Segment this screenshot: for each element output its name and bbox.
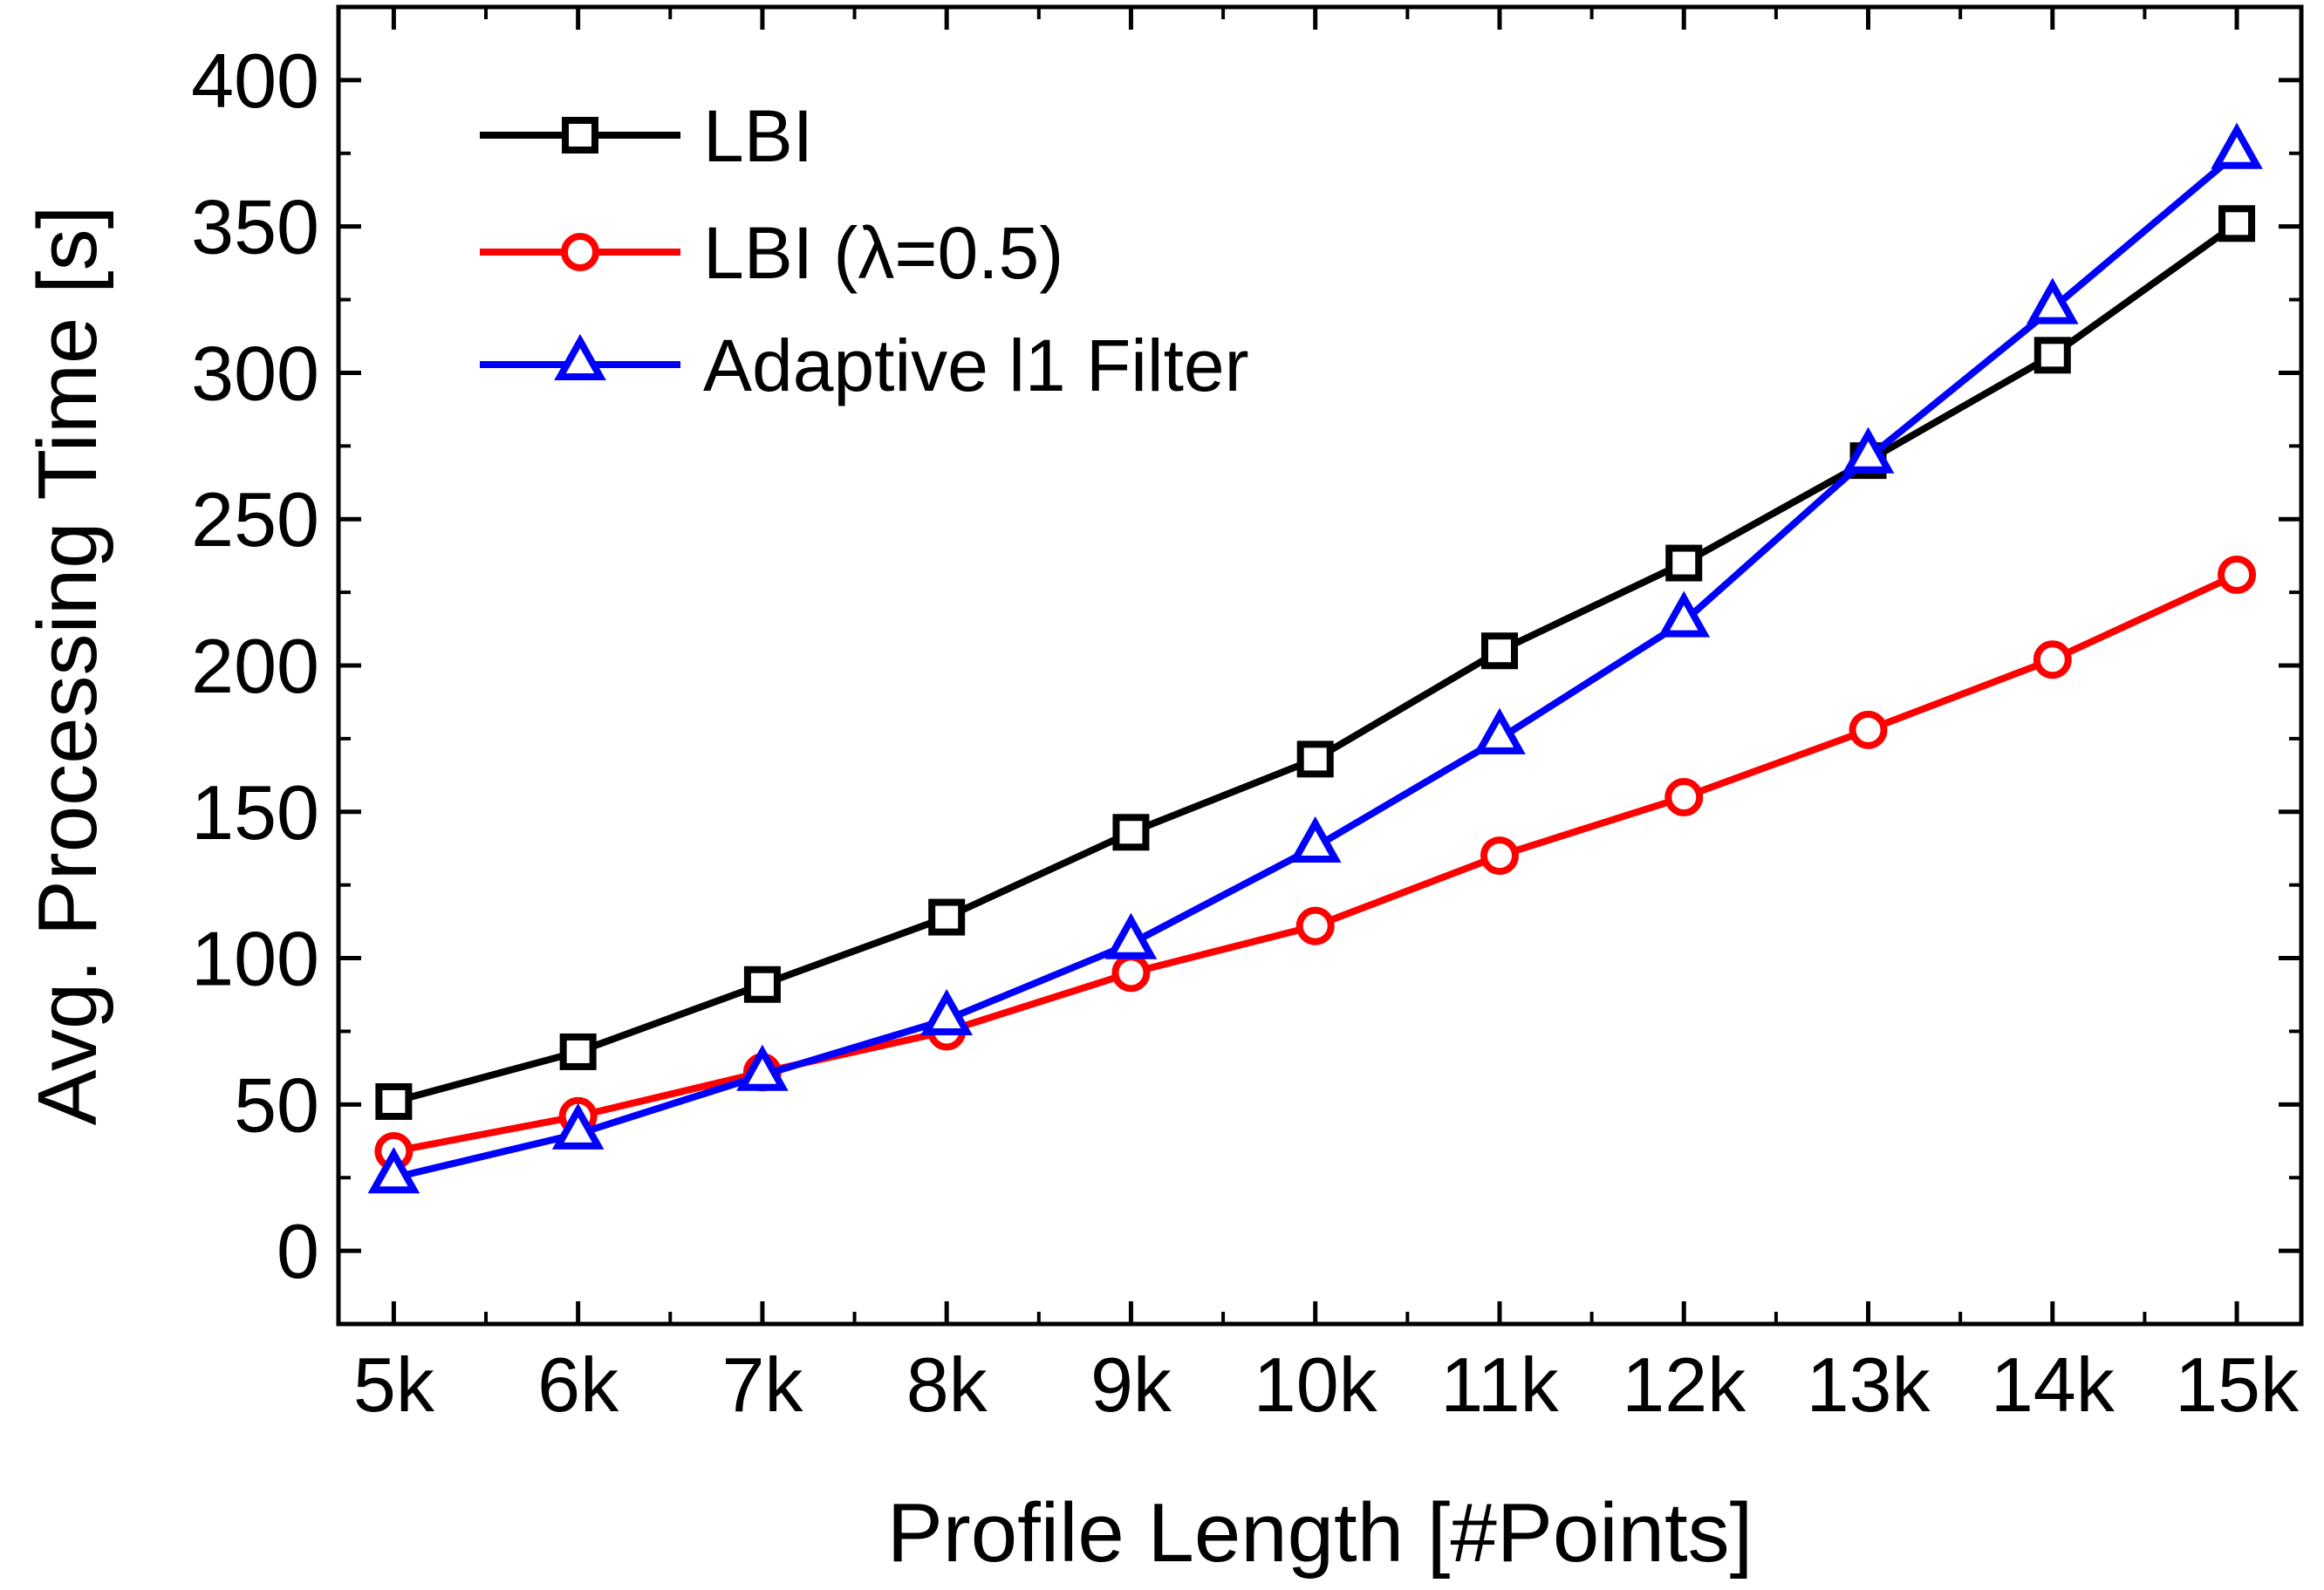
y-tick-label: 100 — [191, 916, 319, 1002]
data-point-square — [1480, 632, 1518, 670]
y-tick-label: 150 — [191, 769, 319, 856]
data-point-triangle — [1288, 815, 1342, 863]
legend-item: LBI (λ=0.5) — [480, 212, 1063, 294]
data-point-square — [375, 1082, 413, 1120]
data-point-triangle — [1658, 590, 1711, 638]
x-tick-label: 10k — [1254, 1341, 1378, 1428]
data-point-triangle — [1104, 912, 1158, 959]
legend-marker-triangle — [554, 333, 606, 380]
legend-marker-square — [562, 117, 598, 154]
plot-frame — [336, 4, 2304, 1327]
data-point-triangle — [1473, 707, 1526, 754]
x-axis-title: Profile Length [#Points] — [887, 1486, 1753, 1580]
data-point-triangle — [551, 1102, 605, 1150]
x-axis: 5k 6k 7k 8k 9k 10k 11k 12k 13k 14k 15k — [353, 7, 2300, 1428]
data-point-circle — [2033, 640, 2072, 679]
data-point-circle — [1664, 778, 1704, 816]
series-line — [393, 221, 2239, 1105]
data-point-square — [1112, 814, 1150, 851]
data-point-circle — [1480, 836, 1519, 876]
y-tick-label: 300 — [191, 330, 319, 416]
y-axis: 0 50 100 150 200 250 300 350 400 — [191, 38, 2301, 1294]
x-tick-label: 8k — [906, 1341, 988, 1428]
data-point-circle — [2218, 555, 2257, 594]
series-line — [393, 150, 2239, 1182]
data-point-triangle — [736, 1044, 789, 1091]
legend-item: LBI — [480, 95, 813, 177]
x-tick-label: 15k — [2175, 1341, 2300, 1428]
x-tick-label: 5k — [353, 1341, 435, 1428]
y-tick-label: 400 — [191, 38, 319, 124]
data-point-square — [2218, 205, 2256, 242]
data-point-square — [1296, 740, 1334, 778]
y-axis-title: Avg. Processing Time [s] — [21, 206, 114, 1126]
y-tick-label: 50 — [234, 1061, 319, 1148]
series-lbi — [375, 205, 2256, 1120]
series-adaptive-l1-filter — [367, 122, 2263, 1194]
legend-label: LBI (λ=0.5) — [703, 212, 1063, 294]
data-point-circle — [1111, 953, 1151, 993]
x-tick-label: 14k — [1991, 1341, 2116, 1428]
data-point-triangle — [2211, 122, 2263, 169]
y-tick-label: 250 — [191, 476, 319, 563]
series-line — [393, 571, 2239, 1155]
x-tick-label: 6k — [537, 1341, 619, 1428]
series-layer — [367, 122, 2263, 1194]
data-point-square — [1665, 544, 1703, 582]
x-tick-label: 11k — [1440, 1341, 1559, 1428]
y-tick-label: 0 — [277, 1208, 319, 1294]
y-tick-label: 200 — [191, 623, 319, 709]
legend: LBI LBI (λ=0.5) Adaptive l1 Filter — [480, 95, 1249, 406]
data-point-square — [928, 898, 966, 936]
x-tick-label: 9k — [1090, 1341, 1172, 1428]
data-point-square — [743, 966, 781, 1003]
x-tick-label: 13k — [1807, 1341, 1931, 1428]
data-point-circle — [1295, 906, 1335, 945]
data-point-triangle — [1842, 427, 1895, 474]
data-point-square — [2034, 337, 2071, 374]
data-point-triangle — [920, 988, 974, 1036]
legend-item: Adaptive l1 Filter — [480, 324, 1249, 406]
legend-label: Adaptive l1 Filter — [703, 324, 1249, 406]
legend-marker-circle — [561, 233, 599, 271]
legend-label: LBI — [703, 95, 813, 177]
x-tick-label: 12k — [1622, 1341, 1746, 1428]
y-tick-label: 350 — [191, 184, 319, 270]
data-point-triangle — [367, 1147, 420, 1194]
series-lbi-0-5 — [374, 555, 2257, 1171]
x-tick-label: 7k — [721, 1341, 803, 1428]
data-point-triangle — [2026, 277, 2079, 324]
data-point-square — [559, 1033, 597, 1070]
data-point-circle — [1849, 710, 1888, 749]
